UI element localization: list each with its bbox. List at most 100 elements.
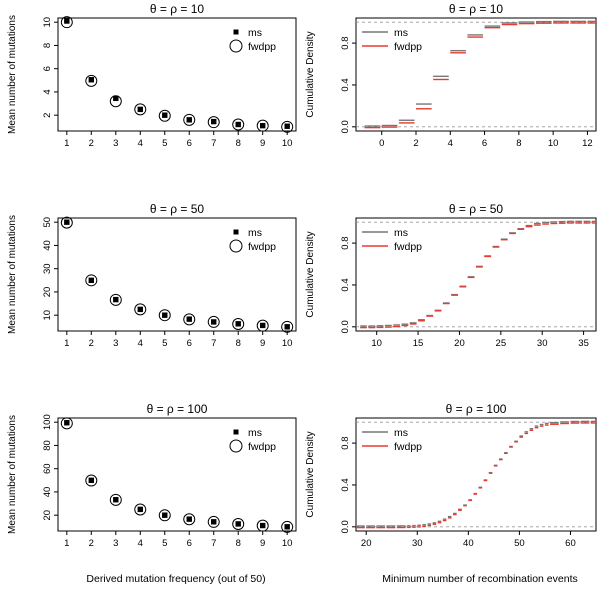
x-tick-label: 50: [514, 538, 525, 549]
ms-point: [64, 219, 70, 225]
ms-point: [235, 121, 241, 128]
y-tick-label: 20: [42, 510, 53, 521]
panel-title: θ = ρ = 10: [150, 2, 205, 16]
x-tick-label: 9: [260, 538, 265, 549]
x-tick-label: 3: [113, 138, 118, 149]
fwdpp-point: [134, 103, 147, 116]
y-tick-label: 80: [42, 440, 53, 451]
legend-ms-label: ms: [248, 227, 262, 239]
x-axis: 1 2 3 4 5 6 7 8 9 10: [64, 331, 292, 349]
ms-point: [64, 18, 70, 24]
ms-point: [113, 95, 119, 102]
y-tick-label: 4: [42, 89, 53, 94]
x-tick-label: 30: [412, 538, 423, 549]
x-axis: 20 30 40 50 60: [361, 531, 576, 549]
x-tick-label: 25: [496, 338, 507, 349]
legend: ms fwdpp: [362, 227, 422, 253]
ms-point: [113, 296, 119, 303]
legend-fwdpp-label: fwdpp: [394, 241, 422, 253]
ms-point: [88, 277, 95, 284]
x-tick-label: 6: [187, 538, 192, 549]
x-tick-label: 5: [162, 538, 167, 549]
x-tick-label: 8: [236, 538, 241, 549]
x-tick-label: 20: [454, 338, 465, 349]
y-axis: 0.0 0.4 0.8: [340, 237, 356, 333]
x-tick-label: 4: [448, 138, 453, 149]
y-tick-label: 20: [42, 287, 53, 298]
panel-5: θ = ρ = 100 Mean number of mutations 1 2 3 4 5…: [7, 402, 297, 549]
y-tick-label: 60: [42, 463, 53, 474]
y-tick-label: 100: [42, 414, 53, 430]
legend-ms-label: ms: [248, 427, 262, 439]
y-axis-label: Cumulative Density: [305, 31, 316, 117]
ms-point: [186, 316, 192, 322]
ms-point: [259, 122, 266, 129]
x-tick-label: 35: [578, 338, 589, 349]
fwdpp-point: [109, 493, 122, 506]
x-tick-label: 2: [89, 538, 94, 549]
fwdpp-point: [207, 315, 220, 328]
panel-2: θ = ρ = 10 Cumulative Density 0 2 4 6 8 10 12 0.0…: [305, 2, 597, 149]
panel-title: θ = ρ = 50: [150, 202, 205, 216]
ms-point: [284, 524, 290, 530]
plot-box: [57, 217, 297, 332]
fwdpp-point: [60, 216, 73, 229]
plot-box: [355, 417, 597, 532]
fwdpp-point: [183, 513, 196, 526]
y-tick-label: 2: [42, 113, 53, 118]
fwdpp-point: [232, 318, 245, 331]
fwdpp-point: [85, 474, 98, 487]
panel-4: θ = ρ = 50 Cumulative Density 10 15 20 25 30 35…: [305, 202, 597, 349]
ms-point: [284, 123, 290, 129]
y-axis-label: Mean number of mutations: [7, 15, 18, 134]
y-tick-label: 0.4: [340, 78, 351, 91]
ms-point: [137, 106, 143, 113]
x-tick-label: 1: [64, 138, 69, 149]
legend: ms fwdpp: [229, 227, 276, 253]
fwdpp-point: [158, 509, 171, 522]
fwdpp-point: [85, 74, 98, 87]
plot-box: [355, 17, 597, 132]
x-tick-label: 6: [187, 138, 192, 149]
y-tick-label: 40: [42, 487, 53, 498]
reference-lines: [356, 421, 596, 528]
y-tick-label: 0.8: [340, 437, 351, 450]
ms-series: [356, 420, 596, 527]
x-tick-label: 6: [187, 338, 192, 349]
fwdpp-point: [183, 113, 196, 126]
x-tick-label: 8: [236, 338, 241, 349]
panel-6: θ = ρ = 100 Cumulative Density 20 30 40 50 60 0…: [305, 402, 597, 549]
legend-fwdpp-marker: [229, 239, 243, 253]
bottom-right-axis-label: Minimum number of recombination events: [382, 573, 578, 585]
fwdpp-point: [134, 303, 147, 316]
legend: ms fwdpp: [229, 27, 276, 53]
x-tick-label: 20: [361, 538, 372, 549]
x-tick-label: 3: [113, 338, 118, 349]
data-points: [60, 216, 294, 333]
x-tick-label: 9: [260, 338, 265, 349]
y-tick-label: 30: [42, 263, 53, 274]
x-tick-label: 4: [138, 538, 143, 549]
plot-box: [355, 217, 597, 332]
legend-ms-marker: [233, 29, 239, 35]
x-tick-label: 30: [537, 338, 548, 349]
x-tick-label: 2: [413, 138, 418, 149]
y-axis: 0.0 0.4 0.8: [340, 437, 356, 533]
y-axis: 20 40 60 80 100: [42, 414, 58, 520]
fwdpp-point: [256, 119, 269, 132]
y-tick-label: 0.4: [340, 278, 351, 291]
ms-point: [235, 321, 241, 327]
fwdpp-point: [60, 16, 73, 29]
panel-title: θ = ρ = 100: [446, 402, 507, 416]
panel-3: θ = ρ = 50 Mean number of mutations 1 2 3 4 5 6…: [7, 202, 297, 349]
fwdpp-point: [60, 417, 73, 430]
x-tick-label: 6: [482, 138, 487, 149]
data-points: [60, 16, 294, 133]
x-tick-label: 10: [282, 338, 293, 349]
data-points: [60, 417, 294, 533]
ms-point: [137, 306, 143, 313]
ms-point: [88, 77, 95, 83]
x-tick-label: 2: [89, 338, 94, 349]
fwdpp-series: [360, 222, 596, 329]
